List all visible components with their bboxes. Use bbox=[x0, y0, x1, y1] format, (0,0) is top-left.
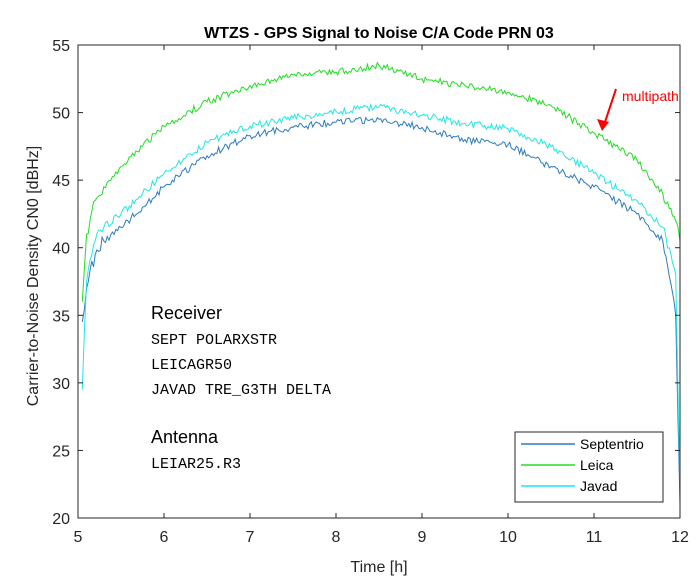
info-block: Receiver SEPT POLARXSTR LEICAGR50 JAVAD … bbox=[151, 303, 331, 473]
x-axis-label: Time [h] bbox=[350, 559, 407, 576]
legend-label: Leica bbox=[580, 457, 614, 473]
legend: Septentrio Leica Javad bbox=[514, 431, 664, 503]
y-tick-label: 35 bbox=[52, 308, 70, 325]
chart-title: WTZS - GPS Signal to Noise C/A Code PRN … bbox=[204, 25, 554, 42]
multipath-annotation: multipath bbox=[622, 88, 679, 104]
y-tick-label: 40 bbox=[52, 241, 70, 258]
series-line bbox=[81, 103, 681, 492]
receiver-item: JAVAD TRE_G3TH DELTA bbox=[151, 382, 331, 399]
y-tick-label: 45 bbox=[52, 173, 70, 190]
series-line bbox=[81, 116, 681, 505]
receiver-item: LEICAGR50 bbox=[151, 357, 232, 374]
y-tick-label: 20 bbox=[52, 511, 70, 528]
x-tick-label: 11 bbox=[586, 529, 603, 546]
annotation-arrow-shaft bbox=[603, 88, 617, 126]
receiver-heading: Receiver bbox=[151, 303, 222, 323]
y-tick-label: 25 bbox=[52, 443, 70, 460]
y-tick-label: 30 bbox=[52, 376, 70, 393]
receiver-item: SEPT POLARXSTR bbox=[151, 332, 277, 349]
x-tick-label: 7 bbox=[246, 529, 255, 546]
series-layer bbox=[81, 61, 681, 505]
y-tick-label: 55 bbox=[52, 38, 70, 55]
y-tick-label: 50 bbox=[52, 106, 70, 123]
axes-layer bbox=[77, 44, 681, 519]
x-tick-label: 10 bbox=[499, 529, 517, 546]
x-tick-label: 5 bbox=[74, 529, 83, 546]
x-tick-label: 12 bbox=[671, 529, 689, 546]
antenna-heading: Antenna bbox=[151, 427, 219, 447]
ticks-layer: 5 6 7 8 9 10 11 12 20 25 30 35 40 45 50 55 bbox=[52, 38, 689, 546]
annotation-layer: multipath bbox=[597, 88, 679, 131]
legend-label: Septentrio bbox=[580, 436, 644, 452]
series-line bbox=[81, 61, 681, 302]
legend-label: Javad bbox=[580, 478, 617, 494]
axes-box bbox=[77, 44, 681, 519]
antenna-item: LEIAR25.R3 bbox=[151, 456, 241, 473]
x-tick-label: 6 bbox=[160, 529, 169, 546]
x-tick-label: 8 bbox=[332, 529, 341, 546]
annotation-arrowhead-icon bbox=[597, 119, 609, 131]
y-axis-label: Carrier-to-Noise Density CN0 [dBHz] bbox=[25, 146, 42, 407]
x-tick-label: 9 bbox=[418, 529, 427, 546]
